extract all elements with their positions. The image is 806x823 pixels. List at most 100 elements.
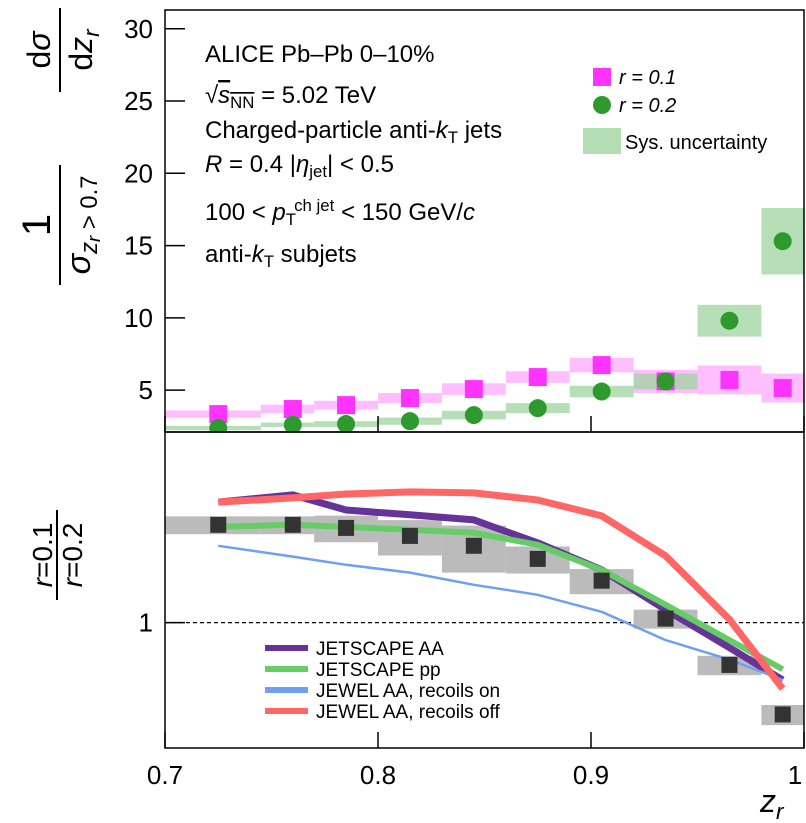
marker: [284, 516, 301, 533]
text-part: 1: [15, 214, 59, 236]
annotation: 100 < pTch jet < 150 GeV/c: [205, 196, 475, 229]
y-tick-label: 15: [124, 231, 153, 261]
marker: [656, 372, 675, 391]
marker: [773, 379, 792, 398]
model-curve: [218, 544, 784, 682]
text-part: =0.2: [57, 523, 88, 578]
legend-label: JETSCAPE pp: [316, 660, 441, 681]
marker: [593, 572, 610, 589]
marker: [592, 382, 611, 401]
marker: [209, 419, 228, 432]
legend-label: JEWEL AA, recoils off: [316, 702, 500, 723]
annotation: ALICE Pb–Pb 0–10%: [205, 41, 435, 68]
text-part: = 5.02 TeV: [254, 82, 376, 109]
plot-area: [165, 488, 804, 726]
legend-label: Sys. uncertainty: [625, 132, 767, 154]
text-part: z: [759, 783, 776, 819]
marker: [400, 389, 419, 408]
marker: [210, 516, 227, 533]
marker: [657, 610, 674, 627]
y-label-part: σzr > 0.7: [60, 176, 104, 275]
legend-marker: [593, 96, 611, 114]
text-part: ALICE Pb–Pb 0–10%: [205, 41, 435, 68]
text-part: anti-: [205, 241, 252, 268]
y-tick-label: 20: [124, 158, 153, 188]
frame: [164, 431, 805, 749]
text-part: jet: [308, 162, 327, 181]
annotation: R = 0.4 |ηjet| < 0.5: [205, 151, 394, 181]
text-part: R: [205, 151, 222, 178]
text-part: NN: [230, 93, 254, 112]
text-part: r: [27, 576, 58, 587]
marker: [400, 412, 419, 431]
marker: [338, 519, 355, 536]
text-part: z: [76, 242, 103, 255]
marker: [592, 356, 611, 375]
y-tick-label: 30: [124, 14, 153, 44]
marker: [528, 399, 547, 418]
text-part: ch jet: [294, 196, 334, 215]
marker: [773, 232, 792, 251]
marker: [528, 368, 547, 387]
x-tick-label: 0.8: [360, 760, 396, 790]
y-label-part: dzr: [63, 28, 104, 71]
text-part: d: [63, 53, 99, 71]
plot-area: [165, 207, 804, 432]
annotation: √sNN = 5.02 TeV: [205, 82, 376, 112]
text-part: subjets: [274, 241, 357, 268]
text-part: s: [218, 82, 230, 109]
text-part: r: [83, 235, 104, 242]
marker: [337, 396, 356, 415]
x-tick-label: 0.9: [573, 760, 609, 790]
text-part: 100 <: [205, 199, 272, 226]
legend-label: JEWEL AA, recoils on: [316, 681, 500, 702]
marker: [401, 527, 418, 544]
marker: [721, 656, 738, 673]
marker: [283, 400, 302, 419]
text-part: d: [21, 51, 57, 69]
legend-label: r = 0.1: [619, 67, 676, 89]
text-part: r: [57, 576, 88, 587]
marker: [774, 706, 791, 723]
text-part: σ: [21, 30, 57, 51]
model-curve: [217, 491, 785, 683]
legend-marker: [593, 68, 611, 86]
y-label: r=0.1r=0.2: [27, 510, 88, 600]
y-tick-label: 25: [124, 86, 153, 116]
text-part: < 150 GeV/: [334, 199, 463, 226]
y-label-part: r=0.2: [57, 523, 88, 588]
text-part: η: [296, 151, 309, 178]
text-part: = 0.4 |: [222, 151, 296, 178]
text-part: T: [264, 252, 274, 271]
marker: [529, 550, 546, 567]
marker: [283, 415, 302, 432]
marker: [464, 406, 483, 425]
text-part: σ: [60, 252, 98, 274]
y-tick-label: 1: [139, 608, 153, 638]
model-curve: [218, 488, 786, 691]
marker: [337, 415, 356, 432]
y-label-part: r=0.1: [27, 523, 58, 588]
marker: [720, 311, 739, 330]
text-part: Charged-particle anti-: [205, 117, 436, 144]
text-part: r: [79, 28, 104, 37]
text-part: c: [463, 199, 475, 226]
marker: [465, 537, 482, 554]
text-part: T: [448, 128, 458, 147]
text-part: > 0.7: [76, 176, 103, 236]
x-label: zr: [759, 783, 785, 823]
annotation: Charged-particle anti-kT jets: [205, 117, 502, 147]
x-tick-label: 0.7: [147, 760, 183, 790]
text-part: | < 0.5: [327, 151, 394, 178]
marker: [209, 405, 228, 424]
legend-marker: [583, 128, 621, 154]
text-part: k: [252, 241, 266, 268]
legend-label: JETSCAPE AA: [316, 639, 444, 660]
y-label-part: 1: [15, 214, 59, 236]
text-part: jets: [458, 117, 502, 144]
text-part: p: [271, 199, 285, 226]
marker: [720, 370, 739, 389]
annotation: anti-kT subjets: [205, 241, 357, 271]
